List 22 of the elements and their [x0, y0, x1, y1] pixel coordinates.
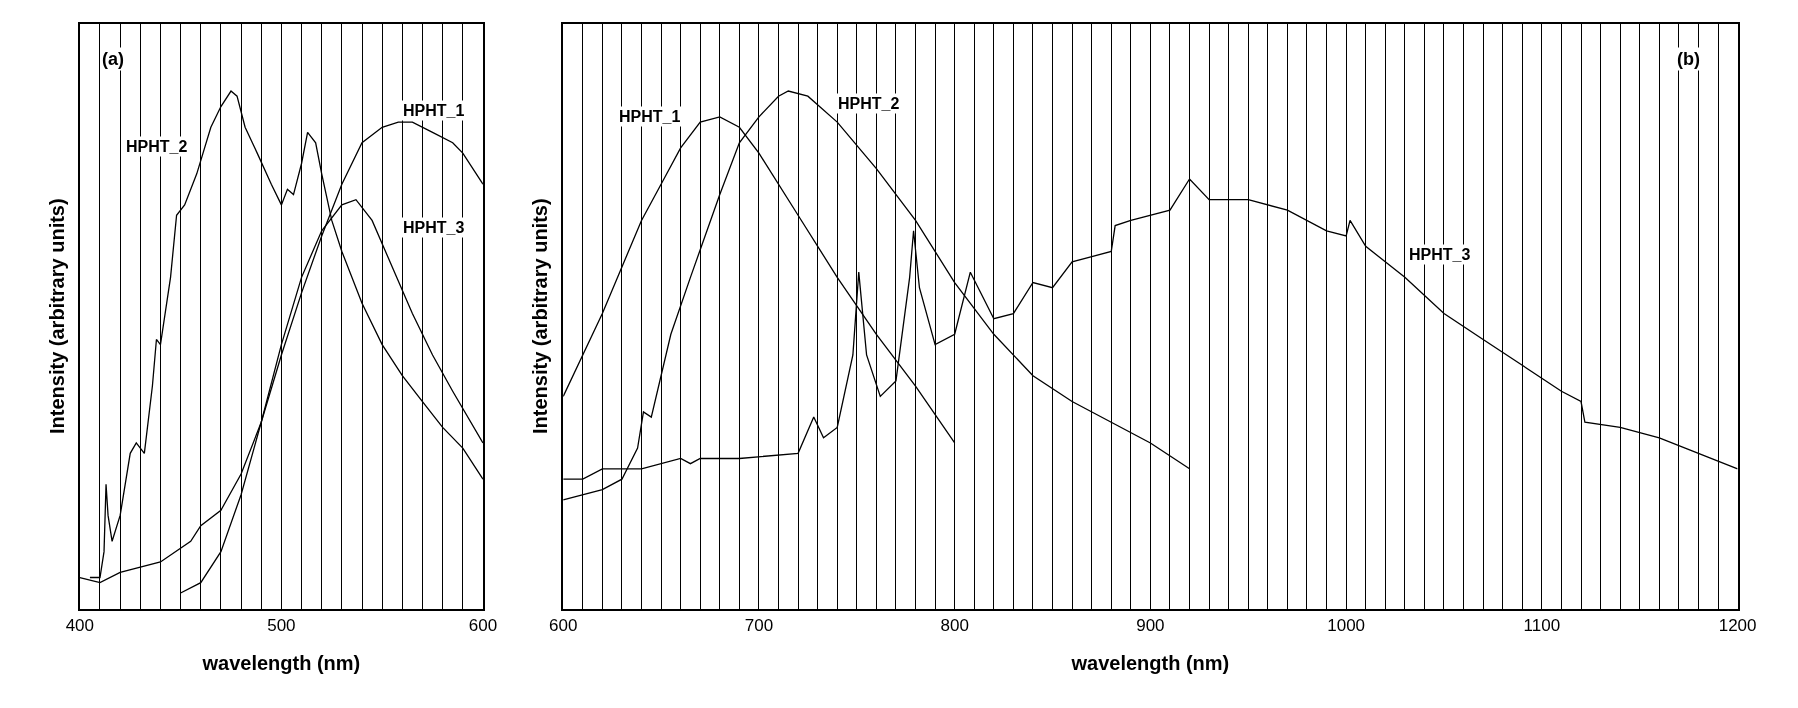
- x-tick-label: 600: [549, 615, 578, 635]
- series-label: HPHT_2: [838, 95, 900, 112]
- x-axis-title: wavelength (nm): [201, 651, 361, 674]
- series-label: HPHT_2: [126, 138, 188, 155]
- series-label: HPHT_1: [619, 108, 681, 125]
- text: (a): [102, 49, 124, 69]
- series-label: HPHT_1: [403, 102, 465, 119]
- x-tick-label: 1100: [1523, 615, 1561, 635]
- x-tick-label: 800: [940, 615, 969, 635]
- x-tick-label: 1200: [1718, 615, 1757, 635]
- x-axis-title: wavelength (nm): [1070, 651, 1230, 674]
- series-label: HPHT_3: [403, 219, 465, 236]
- y-axis-title: Intensity (arbitrary units): [529, 198, 552, 434]
- x-tick-label: 1000: [1327, 615, 1366, 635]
- y-axis-title: Intensity (arbitrary units): [46, 198, 69, 434]
- x-tick-label: 400: [65, 615, 95, 635]
- x-tick-label: 900: [1136, 615, 1165, 635]
- series-label: HPHT_3: [1409, 246, 1471, 263]
- x-tick-label: 600: [468, 615, 498, 635]
- x-tick-label: 500: [267, 615, 296, 635]
- text: (b): [1677, 49, 1700, 69]
- x-tick-label: 700: [744, 615, 774, 635]
